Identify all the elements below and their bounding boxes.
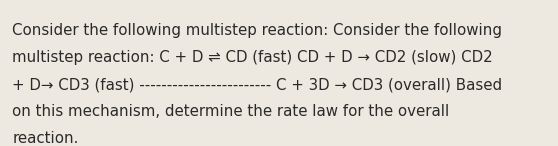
Text: Consider the following multistep reaction: Consider the following: Consider the following multistep reactio… [12,23,502,38]
Text: reaction.: reaction. [12,131,79,146]
Text: on this mechanism, determine the rate law for the overall: on this mechanism, determine the rate la… [12,104,450,119]
Text: + D→ CD3 (fast) ------------------------ C + 3D → CD3 (overall) Based: + D→ CD3 (fast) ------------------------… [12,77,502,92]
Text: multistep reaction: C + D ⇌ CD (fast) CD + D → CD2 (slow) CD2: multistep reaction: C + D ⇌ CD (fast) CD… [12,50,493,65]
